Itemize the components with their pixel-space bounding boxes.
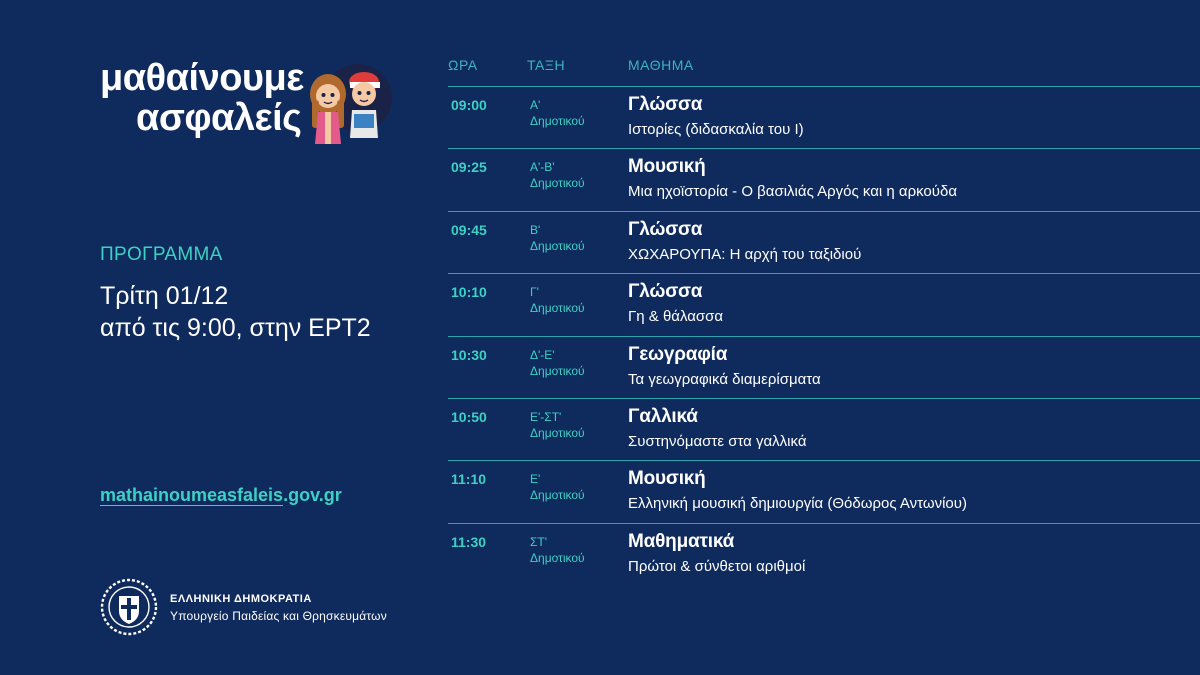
row-time: 10:50 <box>451 409 487 425</box>
schedule-row: 10:50 Ε'-ΣΤ' Δημοτικού Γαλλικά Συστηνόμαστε … <box>448 398 1200 461</box>
row-grade: Γ' Δημοτικού <box>530 284 585 316</box>
website-domain: mathainoumeasfaleis <box>100 485 284 506</box>
row-time: 11:10 <box>451 471 487 488</box>
row-topic: Ελληνική μουσική δημιουργία (Θόδωρος Αντ… <box>628 495 967 513</box>
schedule-header: ΩΡΑ ΤΑΞΗ ΜΑΘΗΜΑ <box>448 57 1200 75</box>
row-time: 09:45 <box>451 221 487 238</box>
row-grade: Β' Δημοτικού <box>530 222 585 254</box>
row-subject: Γαλλικά <box>628 406 698 427</box>
greek-coat-of-arms-icon <box>100 578 158 636</box>
row-topic: Ιστορίες (διδασκαλία του Ι) <box>628 121 804 138</box>
header-time: ΩΡΑ <box>448 57 478 73</box>
brand-logo: μαθαίνουμε ασφαλείς <box>100 58 304 138</box>
schedule-row: 11:10 Ε' Δημοτικού Μουσική Ελληνική μουσική … <box>448 460 1200 523</box>
brand-line2: ασφαλείς <box>136 97 302 139</box>
row-grade-school: Δημοτικού <box>530 176 585 191</box>
row-subject: Γλώσσα <box>628 94 703 115</box>
row-topic: Τα γεωγραφικά διαμερίσματα <box>628 370 821 388</box>
row-grade: Ε'-ΣΤ' Δημοτικού <box>530 409 585 441</box>
row-time: 11:30 <box>451 533 487 550</box>
row-grade-school: Δημοτικού <box>530 550 585 565</box>
row-topic: Πρώτοι & σύνθετοι αριθμοί <box>628 557 806 575</box>
row-grade-school: Δημοτικού <box>530 114 585 128</box>
row-subject: Μουσική <box>628 156 706 178</box>
row-grade-school: Δημοτικού <box>530 426 585 440</box>
program-date-line1: Τρίτη 01/12 <box>100 282 229 310</box>
row-grade: ΣΤ' Δημοτικού <box>530 534 585 566</box>
row-grade-school: Δημοτικού <box>530 301 585 316</box>
row-grade: Δ'-Ε' Δημοτικού <box>530 347 585 379</box>
row-topic: ΧΩΧΑΡΟΥΠΑ: Η αρχή του ταξιδιού <box>628 245 862 263</box>
row-grade: Α'-Β' Δημοτικού <box>530 159 585 191</box>
ministry-name: Υπουργείο Παιδείας και Θρησκευμάτων <box>170 609 387 623</box>
program-label: ΠΡΟΓΡΑΜΜΑ <box>100 244 223 265</box>
row-grade-level: Ε' <box>530 472 541 487</box>
row-grade-level: Α' <box>530 98 541 112</box>
schedule-row: 11:30 ΣΤ' Δημοτικού Μαθηματικά Πρώτοι & σύνθ… <box>448 522 1200 586</box>
row-subject: Μουσική <box>628 468 706 490</box>
website-tld: .gov.gr <box>283 485 342 505</box>
row-grade-level: Ε'-ΣΤ' <box>530 410 562 424</box>
row-time: 09:00 <box>451 97 487 113</box>
schedule-row: 10:10 Γ' Δημοτικού Γλώσσα Γη & θάλασσα <box>448 273 1200 336</box>
government-name: ΕΛΛΗΝΙΚΗ ΔΗΜΟΚΡΑΤΙΑ <box>170 593 312 605</box>
row-grade: Α' Δημοτικού <box>530 97 585 129</box>
schedule-row: 09:25 Α'-Β' Δημοτικού Μουσική Μια ηχοϊστορία… <box>448 148 1200 211</box>
row-time: 10:30 <box>451 346 487 363</box>
row-grade-school: Δημοτικού <box>530 488 585 503</box>
header-subject: ΜΑΘΗΜΑ <box>628 57 694 73</box>
row-subject: Γλώσσα <box>628 281 703 303</box>
schedule-row: 09:00 Α' Δημοτικού Γλώσσα Ιστορίες (διδασκαλ… <box>448 86 1200 149</box>
program-date: Τρίτη 01/12 από τις 9:00, στην ΕΡΤ2 <box>100 280 371 344</box>
row-grade-level: Β' <box>530 222 541 237</box>
row-subject: Γεωγραφία <box>628 343 728 365</box>
website-link[interactable]: mathainoumeasfaleis.gov.gr <box>100 485 342 506</box>
header-grade: ΤΑΞΗ <box>527 57 566 73</box>
program-date-line2: από τις 9:00, στην ΕΡΤ2 <box>100 314 371 342</box>
row-grade-school: Δημοτικού <box>530 238 585 253</box>
row-subject: Γλώσσα <box>628 218 703 240</box>
row-grade-level: Γ' <box>530 285 539 300</box>
row-topic: Συστηνόμαστε στα γαλλικά <box>628 433 807 450</box>
row-time: 10:10 <box>451 284 487 301</box>
schedule-row: 09:45 Β' Δημοτικού Γλώσσα ΧΩΧΑΡΟΥΠΑ: Η αρχή … <box>448 210 1200 274</box>
row-grade-level: Α'-Β' <box>530 160 555 175</box>
schedule-row: 10:30 Δ'-Ε' Δημοτικού Γεωγραφία Τα γεωγραφικ… <box>448 335 1200 399</box>
row-grade-level: Δ'-Ε' <box>530 347 555 362</box>
row-topic: Γη & θάλασσα <box>628 308 724 326</box>
row-topic: Μια ηχοϊστορία - Ο βασιλιάς Αργός και η … <box>628 183 957 201</box>
left-panel: μαθαίνουμε ασφαλείς ΠΡΟΓΡΑΜΜΑ Τρίτη 01/1… <box>0 0 440 675</box>
row-grade-school: Δημοτικού <box>530 363 585 378</box>
children-illustration-icon <box>310 64 392 144</box>
row-grade: Ε' Δημοτικού <box>530 471 585 503</box>
brand-line1: μαθαίνουμε <box>100 57 304 99</box>
row-time: 09:25 <box>451 159 487 176</box>
row-subject: Μαθηματικά <box>628 530 735 552</box>
row-grade-level: ΣΤ' <box>530 534 548 549</box>
